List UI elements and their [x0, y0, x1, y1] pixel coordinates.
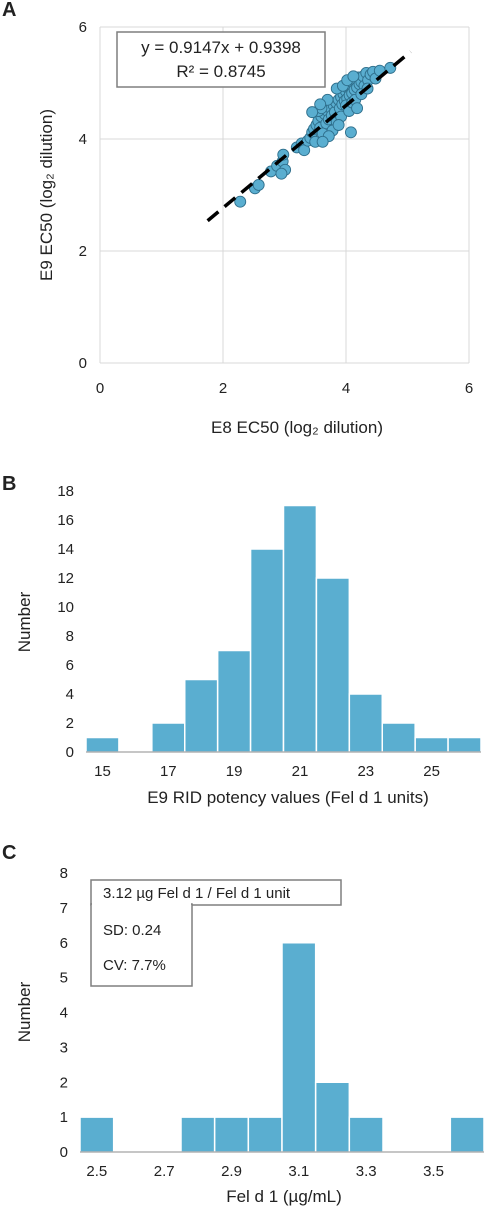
x-tick-label: 21 [292, 763, 309, 780]
y-axis-label: E9 EC50 (log₂ dilution) [37, 109, 56, 281]
histogram-bar [180, 1116, 216, 1153]
y-tick-label: 1 [60, 1109, 68, 1126]
y-tick-label: 8 [66, 628, 74, 645]
y-tick-label: 5 [60, 970, 68, 987]
y-tick-label: 6 [66, 657, 74, 674]
x-tick-label: 25 [423, 763, 440, 780]
y-tick-label: 2 [79, 243, 87, 260]
x-tick-label: 3.3 [356, 1163, 377, 1180]
x-tick-label: 3.5 [423, 1163, 444, 1180]
annotation-cv: CV: 7.7% [103, 957, 166, 974]
y-tick-label: 4 [66, 686, 74, 703]
trendline [206, 50, 412, 223]
y-tick-label: 14 [57, 541, 74, 558]
histogram-bar [314, 1081, 351, 1153]
y-tick-label: 7 [60, 900, 68, 917]
histogram-bar [247, 1116, 283, 1153]
annotation-sd: SD: 0.24 [103, 922, 161, 939]
annotation-box-joint [92, 902, 191, 906]
data-point [347, 70, 360, 83]
histogram-bar [249, 548, 285, 753]
x-tick-label: 17 [160, 763, 177, 780]
x-tick-label: 23 [357, 763, 374, 780]
histogram-bar [216, 649, 252, 753]
x-tick-label: 3.1 [288, 1163, 309, 1180]
y-tick-label: 0 [66, 744, 74, 761]
histogram-bar [184, 678, 219, 753]
annotation-ratio: 3.12 µg Fel d 1 / Fel d 1 unit [103, 885, 291, 902]
y-tick-label: 2 [60, 1074, 68, 1091]
x-tick-label: 0 [96, 380, 104, 397]
x-tick-label: 4 [342, 380, 350, 397]
histogram-bar [85, 736, 120, 753]
data-point [314, 98, 327, 111]
regression-equation: y = 0.9147x + 0.9398 [141, 38, 301, 57]
data-point [344, 126, 357, 139]
x-axis-label: E9 RID potency values (Fel d 1 units) [147, 788, 429, 807]
data-point [332, 119, 345, 131]
histogram-bar [449, 1116, 485, 1153]
y-tick-label: 3 [60, 1039, 68, 1056]
x-tick-label: 15 [94, 763, 111, 780]
data-point [351, 102, 364, 115]
histogram-bar [348, 1116, 384, 1153]
histogram-bar [348, 693, 384, 753]
data-point [252, 178, 265, 191]
data-point [275, 167, 288, 180]
y-tick-label: 0 [79, 355, 87, 372]
scatter-tick-labels: 0 2 4 6 0 2 4 6 [79, 19, 474, 397]
equation-box [116, 31, 326, 88]
histogram-bar [151, 722, 186, 753]
histogram-bar [381, 722, 416, 753]
annotation-box-lower [90, 903, 193, 987]
histogram-c-bars [79, 942, 485, 1153]
y-tick-label: 12 [57, 570, 74, 587]
y-tick-label: 4 [79, 131, 87, 148]
histogram-b-tick-labels: 0 2 4 6 8 10 12 14 16 18 15 17 19 21 23 25 [57, 483, 440, 780]
panel-letter-b: B [2, 473, 16, 495]
histogram-bar [315, 577, 351, 753]
y-axis-label: Number [15, 591, 34, 652]
y-tick-label: 6 [60, 935, 68, 952]
x-axis-label: Fel d 1 (µg/mL) [226, 1187, 342, 1206]
data-point [306, 106, 319, 119]
panel-a: A 0 2 4 6 0 2 4 6 y = 0.9147x + 0.9398 R² = 0.8… [2, 0, 473, 437]
panel-b: B 0 2 4 6 8 10 12 14 16 18 15 17 19 21 23 25 E9 RID pot… [2, 473, 482, 807]
y-tick-label: 6 [79, 19, 87, 36]
annotation-box [90, 879, 342, 906]
y-tick-label: 4 [60, 1005, 68, 1022]
x-tick-label: 2.5 [86, 1163, 107, 1180]
x-tick-label: 2 [219, 380, 227, 397]
panel-c: C 0 1 2 3 4 5 6 7 8 2.5 2.7 2.9 3.1 3.3 3.5 3.12 µg Fe… [2, 842, 485, 1206]
y-tick-label: 2 [66, 715, 74, 732]
histogram-bar [414, 736, 449, 753]
panel-letter-a: A [2, 0, 16, 21]
x-axis-label: E8 EC50 (log₂ dilution) [211, 418, 383, 437]
y-tick-label: 18 [57, 483, 74, 500]
histogram-bar [213, 1116, 250, 1153]
histogram-c-tick-labels: 0 1 2 3 4 5 6 7 8 2.5 2.7 2.9 3.1 3.3 3.5 [60, 865, 444, 1180]
histogram-bar [281, 942, 317, 1153]
data-point [316, 135, 329, 148]
y-tick-label: 16 [57, 512, 74, 529]
y-tick-label: 10 [57, 599, 74, 616]
histogram-bar [79, 1116, 115, 1153]
y-tick-label: 8 [60, 865, 68, 882]
x-tick-label: 2.9 [221, 1163, 242, 1180]
x-tick-label: 19 [226, 763, 243, 780]
y-tick-label: 0 [60, 1144, 68, 1161]
histogram-bar [282, 504, 318, 753]
panel-letter-c: C [2, 842, 16, 864]
r-squared-label: R² = 0.8745 [176, 62, 265, 81]
histogram-bar [447, 736, 482, 753]
histogram-b-bars [85, 504, 482, 753]
data-point [234, 195, 247, 208]
y-axis-label: Number [15, 981, 34, 1042]
x-tick-label: 6 [465, 380, 473, 397]
x-tick-label: 2.7 [154, 1163, 175, 1180]
